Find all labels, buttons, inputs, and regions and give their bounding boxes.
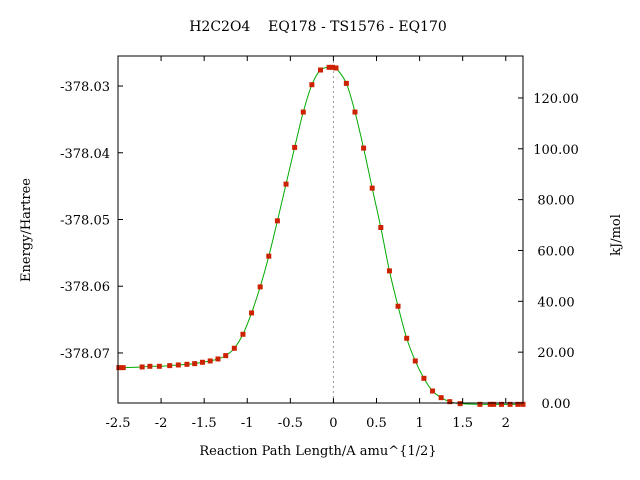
x-tick-label: 1 <box>415 416 423 431</box>
data-point <box>352 109 358 115</box>
x-tick-label: 1.5 <box>452 416 473 431</box>
x-tick-label: -1 <box>241 416 254 431</box>
data-point <box>139 364 145 370</box>
y-tick-label: -378.03 <box>60 80 110 95</box>
data-point <box>215 356 221 362</box>
y2-tick-label: 0.00 <box>542 397 571 412</box>
data-point <box>326 64 332 70</box>
x-tick-label: 0 <box>329 416 337 431</box>
data-point <box>430 388 436 394</box>
data-point <box>257 284 263 290</box>
plot-frame <box>117 55 524 404</box>
data-point <box>330 64 336 70</box>
y2-axis-title: kJ/mol <box>609 214 624 256</box>
data-point <box>147 363 153 369</box>
data-point <box>487 401 493 407</box>
x-tick-label: 2 <box>502 416 510 431</box>
data-point <box>395 303 401 309</box>
data-point <box>369 185 375 191</box>
y2-tick-label: 20.00 <box>537 346 574 361</box>
x-tick-label: -2 <box>155 416 168 431</box>
y2-tick-label: 40.00 <box>537 295 574 310</box>
data-point-markers <box>116 64 526 407</box>
data-point <box>167 363 173 369</box>
data-point <box>361 145 367 151</box>
data-point <box>120 365 126 371</box>
data-point <box>412 358 418 364</box>
y-tick-label: -378.06 <box>60 280 110 295</box>
chart-title: H2C2O4 EQ178 - TS1576 - EQ170 <box>189 19 447 35</box>
data-point <box>199 359 205 365</box>
data-point <box>240 331 246 337</box>
data-point <box>274 218 280 224</box>
data-point <box>520 401 526 407</box>
data-point <box>333 65 339 71</box>
data-point <box>266 253 272 259</box>
y-axis-title: Energy/Hartree <box>19 178 34 282</box>
data-point <box>116 365 122 371</box>
data-point <box>300 109 306 115</box>
data-point <box>457 401 463 407</box>
data-point <box>438 395 444 401</box>
y-tick-label: -378.04 <box>60 147 110 162</box>
data-point <box>223 353 229 359</box>
data-point <box>404 335 410 341</box>
data-point <box>447 399 453 405</box>
data-point <box>231 345 237 351</box>
y2-tick-label: 60.00 <box>537 244 574 259</box>
data-point <box>184 361 190 367</box>
data-point <box>515 401 521 407</box>
data-point <box>175 362 181 368</box>
x-tick-label: -0.5 <box>278 416 303 431</box>
data-point <box>507 401 513 407</box>
y-tick-label: -378.05 <box>60 213 110 228</box>
data-point <box>477 401 483 407</box>
data-point <box>498 401 504 407</box>
data-point <box>192 361 198 367</box>
data-point <box>343 80 349 86</box>
data-point <box>156 363 162 369</box>
data-point <box>421 375 427 381</box>
y2-axis-ticks: 0.00 20.00 40.00 60.00 80.00 100.00 120.00 <box>518 92 579 412</box>
data-point <box>378 225 384 230</box>
data-point <box>207 358 213 364</box>
x-tick-label: -2.5 <box>105 416 130 431</box>
x-tick-label: -1.5 <box>192 416 217 431</box>
y-tick-label: -378.07 <box>60 347 110 362</box>
y2-tick-label: 100.00 <box>533 143 579 158</box>
y-axis-ticks: -378.07 -378.06 -378.05 -378.04 -378.03 <box>60 80 123 362</box>
data-point <box>283 181 289 187</box>
x-axis-ticks: -2.5 -2 -1.5 -1 -0.5 0 0.5 1 1.5 2 <box>105 56 510 431</box>
data-point <box>318 67 323 73</box>
x-axis-title: Reaction Path Length/A amu^{1/2} <box>199 444 436 459</box>
x-tick-label: 0.5 <box>366 416 387 431</box>
y2-tick-label: 80.00 <box>537 194 574 209</box>
data-point <box>309 82 315 88</box>
y2-tick-label: 120.00 <box>533 92 579 107</box>
data-point <box>491 401 497 407</box>
data-point <box>249 310 255 316</box>
data-point <box>292 144 298 150</box>
data-point <box>386 268 392 274</box>
